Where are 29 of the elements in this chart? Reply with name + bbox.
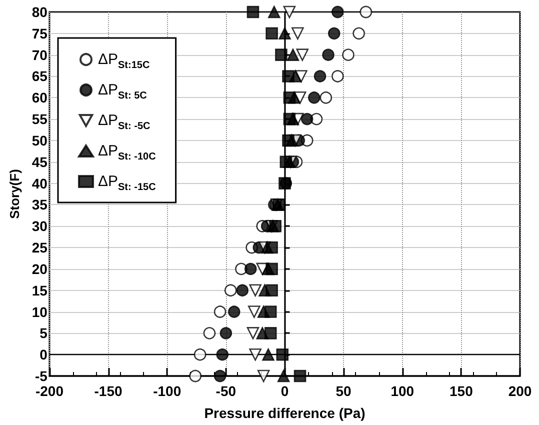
x-axis-title: Pressure difference (Pa) [204, 405, 366, 421]
x-tick-label: 0 [280, 383, 289, 399]
x-tick-label: 100 [390, 383, 414, 399]
x-tick-label: -200 [35, 383, 64, 399]
x-tick-label: 150 [450, 383, 474, 399]
y-tick-label: 25 [32, 240, 48, 256]
y-tick-label: 60 [32, 90, 48, 106]
y-axis-title: Story(F) [7, 169, 22, 219]
y-tick-label: 10 [32, 304, 48, 320]
x-tick-label: 50 [336, 383, 352, 399]
x-tick-label: -150 [94, 383, 123, 399]
y-tick-label: 80 [32, 4, 48, 20]
x-tick-label: -50 [216, 383, 236, 399]
x-tick-label: -100 [153, 383, 182, 399]
y-tick-label: 15 [32, 282, 48, 298]
y-tick-label: 75 [32, 25, 48, 42]
x-tick-label: 200 [508, 383, 532, 399]
y-tick-label: 0 [40, 346, 48, 363]
y-tick-label: 45 [32, 154, 48, 170]
y-tick-label: 5 [40, 325, 48, 342]
y-tick-label: 30 [32, 218, 48, 234]
y-tick-label: 65 [32, 68, 48, 84]
y-tick-label: -5 [35, 368, 48, 384]
y-tick-label: 35 [32, 196, 48, 213]
y-tick-label: 70 [32, 46, 48, 63]
y-tick-label: 20 [32, 260, 48, 277]
y-tick-label: 40 [32, 175, 48, 192]
y-tick-label: 55 [32, 111, 48, 128]
y-tick-label: 50 [32, 132, 48, 148]
